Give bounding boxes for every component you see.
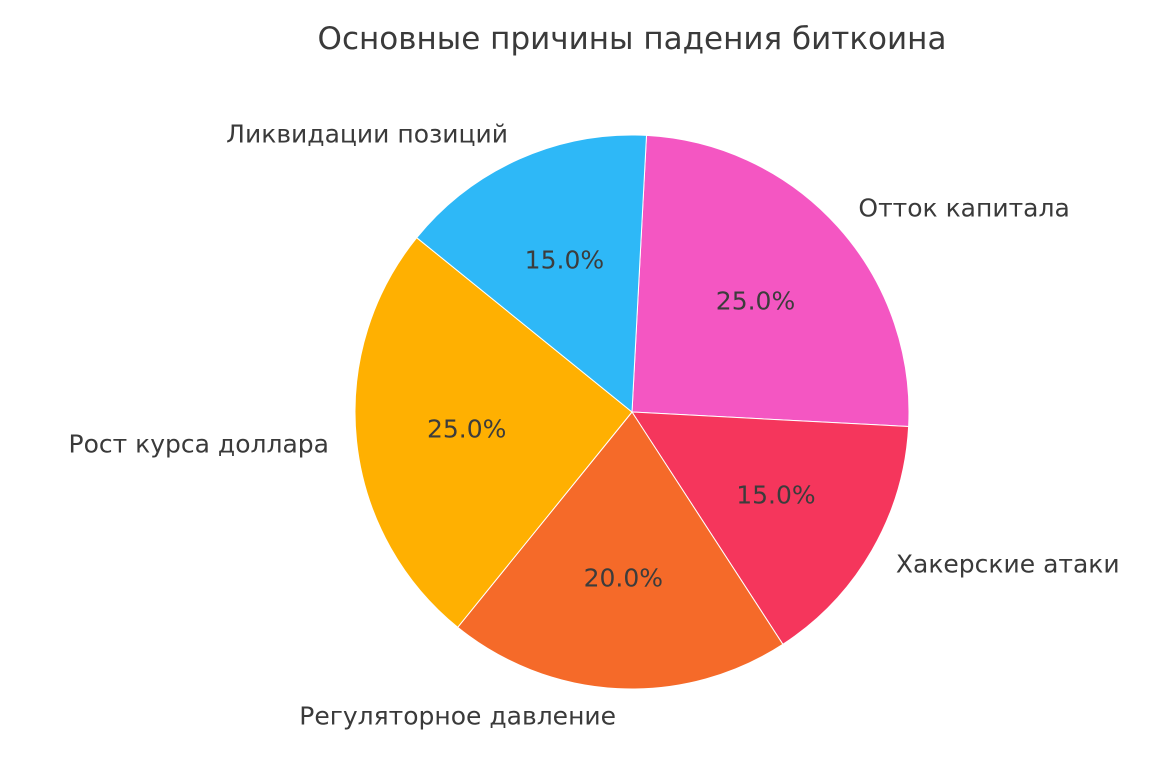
pct-label-slice-ликвидации-позиций: 15.0% [524, 245, 605, 275]
label-slice-ликвидации-позиций: Ликвидации позиций [226, 119, 509, 149]
label-slice-хакерские-атаки: Хакерские атаки [895, 549, 1120, 579]
pct-label-slice-рост-курса-доллара: 25.0% [426, 414, 507, 444]
pct-label-slice-хакерские-атаки: 15.0% [736, 480, 816, 510]
slice-хакерские-атаки [631, 411, 910, 645]
label-slice-регуляторное-давление: Регуляторное давление [299, 701, 617, 731]
slice-ликвидации-позиций [416, 134, 647, 413]
slice-рост-курса-доллара [354, 237, 633, 628]
chart-title: Основные причины падения биткоина [317, 21, 947, 57]
slice-отток-капитала [631, 134, 910, 427]
slice-регуляторное-давление [457, 411, 784, 690]
pct-label-slice-регуляторное-давление: 20.0% [583, 563, 664, 593]
label-slice-отток-капитала: Отток капитала [858, 193, 1070, 223]
label-slice-рост-курса-доллара: Рост курса доллара [68, 429, 329, 459]
pct-label-slice-отток-капитала: 25.0% [715, 286, 796, 316]
